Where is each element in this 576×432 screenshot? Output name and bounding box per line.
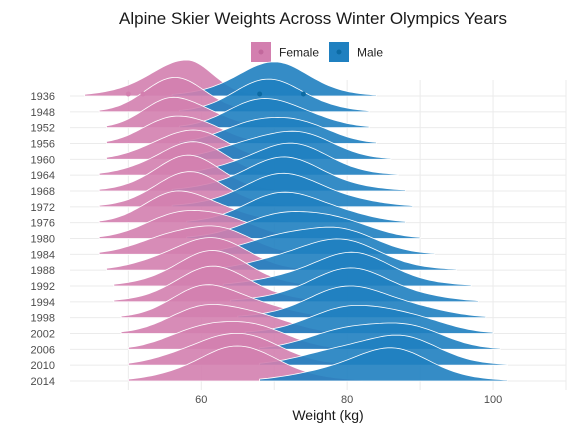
legend-dot [336,49,342,55]
y-tick-1952: 1952 [31,123,55,135]
legend-label: Female [279,46,319,60]
ridge-male-1948 [179,78,370,113]
y-axis-ticks: 1936 1948 1952 1956 1960 1964 1968 1972 1976 1980… [31,91,55,388]
ridge-male-1952 [179,98,370,129]
x-axis-label: Weight (kg) [292,407,363,423]
y-tick-1964: 1964 [31,170,55,182]
y-tick-2006: 2006 [31,344,55,356]
ridge-row-1952 [106,96,370,129]
y-tick-2014: 2014 [31,376,55,388]
y-tick-2010: 2010 [31,360,55,372]
x-tick-60: 60 [195,394,207,406]
y-tick-2002: 2002 [31,329,55,341]
point-female-1 [140,91,146,97]
y-tick-1948: 1948 [31,107,55,119]
y-tick-1980: 1980 [31,234,55,246]
ridge-row-1980 [98,209,421,239]
ridge-row-1998 [120,284,487,319]
y-tick-1994: 1994 [31,297,55,309]
legend: Female Male [251,42,383,62]
point-male-1 [300,91,306,97]
ridge-male-2002 [244,305,494,334]
ridge-male-1998 [237,285,487,319]
y-tick-1998: 1998 [31,313,55,325]
x-axis-ticks: 60 80 100 [195,394,502,406]
y-tick-1972: 1972 [31,202,55,214]
y-tick-1976: 1976 [31,218,55,230]
y-tick-1956: 1956 [31,139,55,151]
ridge-male-1936 [171,61,377,97]
legend-label: Male [357,46,383,60]
point-male-0 [257,91,263,97]
legend-item-female: Female [251,42,319,62]
y-tick-1992: 1992 [31,281,55,293]
chart-title: Alpine Skier Weights Across Winter Olymp… [119,9,507,28]
x-tick-100: 100 [484,394,502,406]
ridge-row-2014 [128,345,508,382]
ridge-row-1994 [113,265,479,303]
ridge-row-1948 [98,77,370,113]
legend-item-male: Male [329,42,383,62]
outlier-points [125,91,306,97]
y-tick-1988: 1988 [31,265,55,277]
ridge-male-2006 [259,322,501,350]
ridge-male-2014 [259,347,508,382]
point-female-0 [125,91,131,97]
ridge-row-2002 [120,304,494,334]
x-tick-80: 80 [341,394,353,406]
ridge-male-1994 [230,267,479,303]
ridges [84,59,508,382]
y-tick-1936: 1936 [31,91,55,103]
y-tick-1968: 1968 [31,186,55,198]
legend-dot [258,49,264,55]
ridge-row-1936 [84,59,377,97]
y-tick-1960: 1960 [31,154,55,166]
y-tick-1984: 1984 [31,249,55,261]
